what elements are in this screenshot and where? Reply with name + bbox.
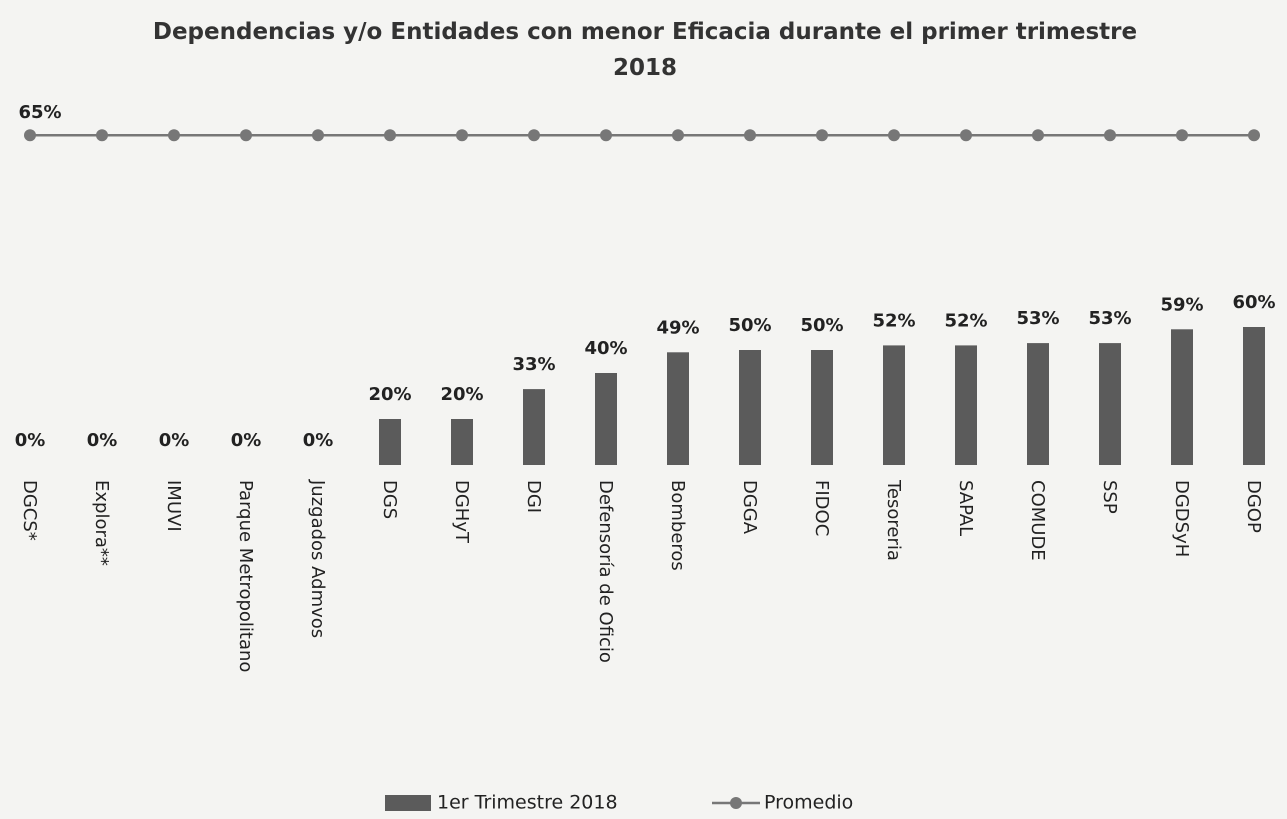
x-tick-label: SAPAL	[955, 480, 976, 536]
data-label: 50%	[800, 315, 843, 336]
data-label: 0%	[159, 430, 190, 451]
line-point	[672, 129, 684, 142]
x-tick-label: DGCS*	[19, 480, 40, 541]
x-tick-label: Tesoreria	[883, 479, 904, 561]
bar	[1171, 329, 1193, 465]
line-point	[1032, 129, 1044, 142]
x-tick-label: COMUDE	[1027, 480, 1048, 561]
data-label: 0%	[15, 430, 46, 451]
data-label: 52%	[872, 310, 915, 331]
legend-swatch	[730, 797, 742, 809]
line-point	[312, 129, 324, 142]
data-label: 65%	[18, 102, 61, 123]
bar	[811, 350, 833, 465]
line-point	[240, 129, 252, 142]
x-tick-label: Bomberos	[667, 480, 688, 571]
line-point	[24, 129, 36, 142]
bar	[955, 345, 977, 465]
line-point	[528, 129, 540, 142]
data-label: 0%	[231, 430, 262, 451]
data-label: 49%	[656, 317, 699, 338]
data-label: 20%	[368, 384, 411, 405]
line-point	[1176, 129, 1188, 142]
line-point	[1248, 129, 1260, 142]
bar	[667, 352, 689, 465]
legend-label: Promedio	[764, 792, 853, 814]
line-point	[744, 129, 756, 142]
x-tick-label: DGS	[379, 480, 400, 519]
x-tick-label: Parque Metropolitano	[235, 480, 256, 672]
line-point	[600, 129, 612, 142]
x-tick-label: IMUVI	[163, 480, 184, 532]
bar	[451, 419, 473, 465]
x-tick-label: DGI	[523, 480, 544, 513]
line-point	[888, 129, 900, 142]
line-point	[384, 129, 396, 142]
bar	[379, 419, 401, 465]
data-label: 0%	[87, 430, 118, 451]
data-label: 53%	[1016, 308, 1059, 329]
x-tick-label: Defensoría de Oficio	[595, 480, 616, 663]
line-point	[96, 129, 108, 142]
data-label: 0%	[303, 430, 334, 451]
line-point	[1104, 129, 1116, 142]
x-tick-label: DGGA	[739, 480, 760, 535]
data-label: 33%	[512, 354, 555, 375]
data-label: 52%	[944, 310, 987, 331]
legend-label: 1er Trimestre 2018	[437, 792, 618, 814]
bar	[595, 373, 617, 465]
chart-title: Dependencias y/o Entidades con menor Efi…	[152, 19, 1138, 81]
line-point	[960, 129, 972, 142]
data-label: 60%	[1232, 292, 1275, 313]
data-label: 59%	[1160, 294, 1203, 315]
data-label: 53%	[1088, 308, 1131, 329]
bar	[1027, 343, 1049, 465]
line-point	[816, 129, 828, 142]
x-tick-label: Explora**	[91, 480, 112, 566]
bar	[883, 345, 905, 465]
x-tick-label: Juzgados Admvos	[307, 479, 328, 638]
data-label: 40%	[584, 338, 627, 359]
bar	[1099, 343, 1121, 465]
data-label: 50%	[728, 315, 771, 336]
x-tick-label: DGDSyH	[1171, 480, 1192, 557]
legend-swatch	[385, 795, 431, 811]
bar	[1243, 327, 1265, 465]
line-point	[168, 129, 180, 142]
x-tick-label: DGHyT	[451, 480, 472, 544]
bar	[523, 389, 545, 465]
data-label: 20%	[440, 384, 483, 405]
bar	[739, 350, 761, 465]
line-point	[456, 129, 468, 142]
x-tick-label: FIDOC	[811, 480, 832, 536]
x-tick-label: SSP	[1099, 480, 1120, 514]
x-tick-label: DGOP	[1243, 480, 1264, 533]
